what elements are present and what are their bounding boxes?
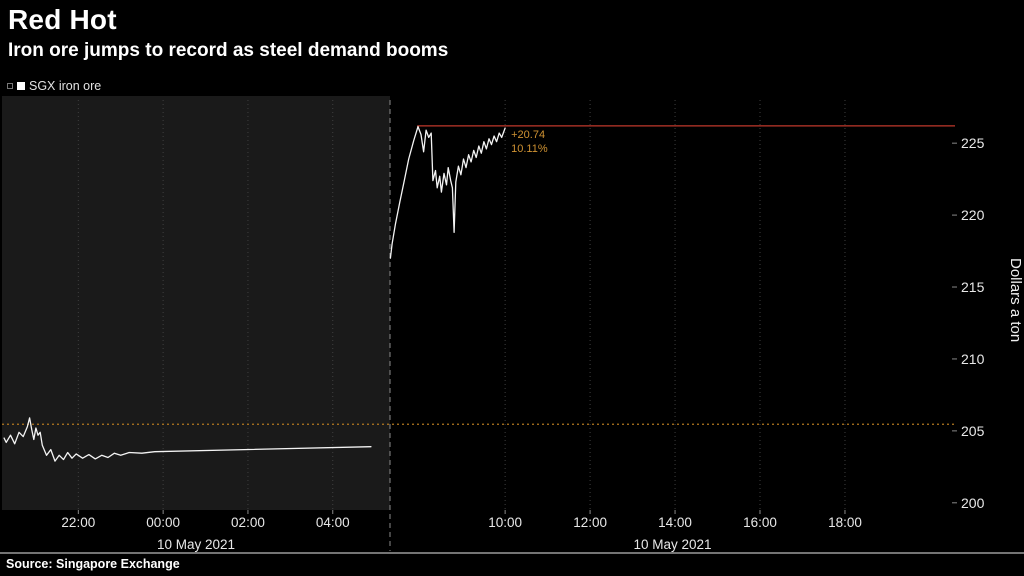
x-tick-label: 00:00 (146, 515, 180, 530)
chart-title: Red Hot (8, 4, 117, 35)
price-line (389, 125, 506, 259)
chart-subtitle: Iron ore jumps to record as steel demand… (8, 40, 449, 61)
x-tick-label: 22:00 (61, 515, 95, 530)
price-line (3, 417, 372, 462)
y-tick-label: 200 (961, 495, 985, 511)
x-tick-label: 12:00 (573, 515, 607, 530)
y-tick-label: 225 (961, 135, 985, 151)
y-axis-title: Dollars a ton (1007, 257, 1024, 343)
session-shading (2, 96, 390, 510)
legend-marker-outline-icon (7, 83, 13, 89)
legend: SGX iron ore (7, 79, 101, 93)
y-tick-label: 220 (961, 207, 985, 223)
legend-marker-icon (17, 82, 25, 90)
change-annotation: +20.74 (511, 129, 545, 141)
source-note: Source: Singapore Exchange (6, 557, 180, 571)
date-label: 10 May 2021 (633, 537, 711, 552)
percent-annotation: 10.11% (511, 143, 548, 155)
x-tick-label: 18:00 (828, 515, 862, 530)
x-tick-label: 10:00 (488, 515, 522, 530)
legend-label: SGX iron ore (29, 79, 102, 93)
date-label: 10 May 2021 (157, 537, 235, 552)
x-tick-label: 14:00 (658, 515, 692, 530)
y-tick-label: 215 (961, 279, 985, 295)
x-tick-label: 04:00 (316, 515, 350, 530)
y-tick-label: 210 (961, 351, 985, 367)
x-tick-label: 16:00 (743, 515, 777, 530)
x-tick-label: 02:00 (231, 515, 265, 530)
y-tick-label: 205 (961, 423, 985, 439)
